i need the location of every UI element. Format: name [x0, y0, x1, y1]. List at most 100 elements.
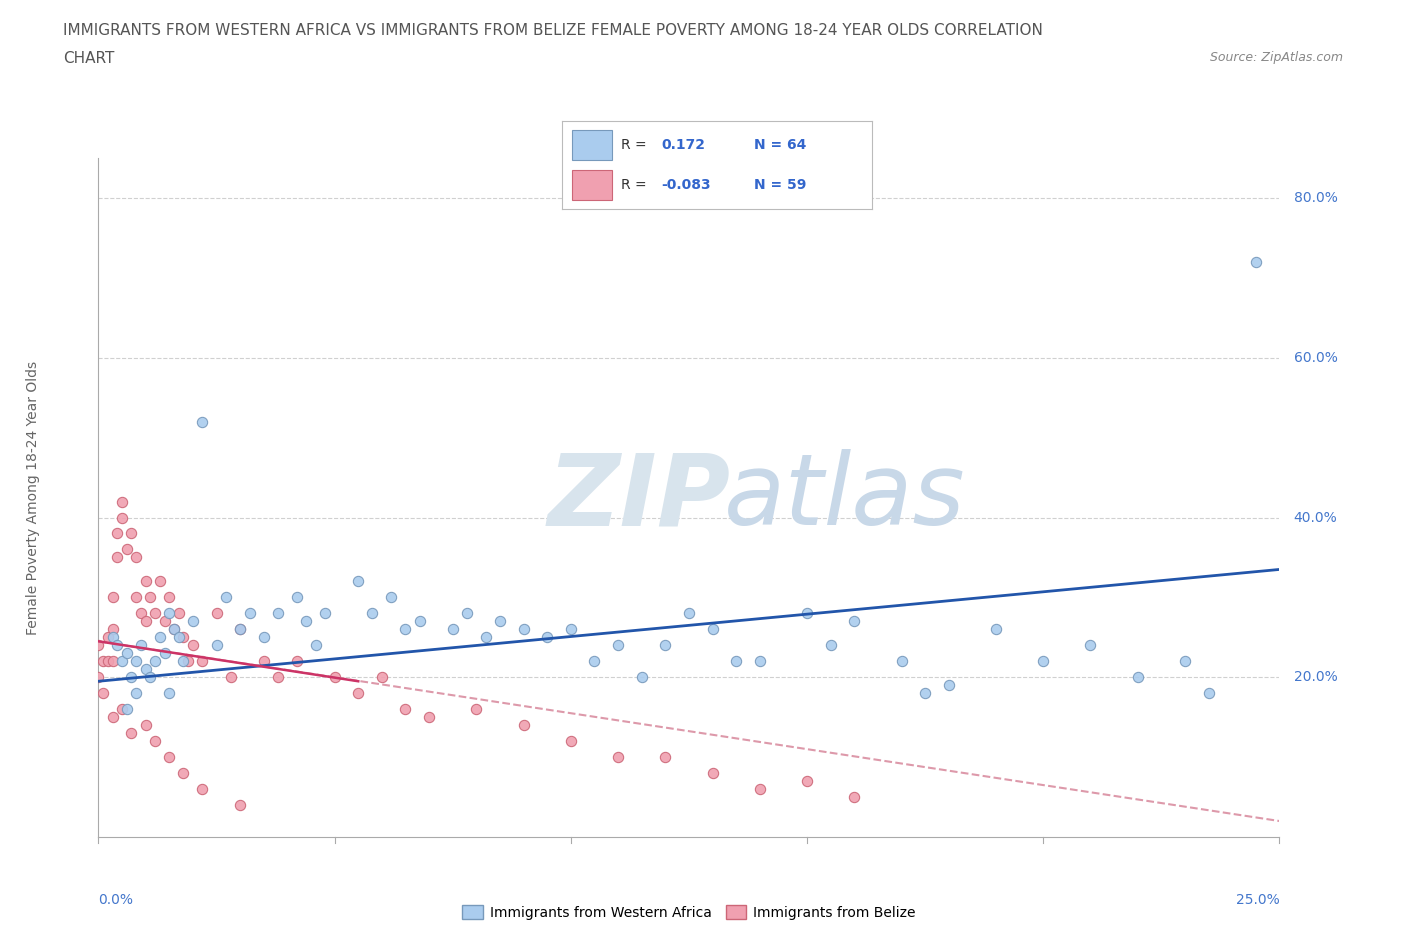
Point	[101, 710, 124, 724]
Point	[111, 654, 134, 669]
Point	[135, 718, 157, 733]
Point	[105, 526, 128, 541]
Point	[323, 670, 346, 684]
Point	[163, 622, 186, 637]
Point	[844, 790, 866, 804]
Point	[87, 670, 110, 684]
Point	[177, 654, 200, 669]
Point	[125, 685, 148, 700]
Point	[143, 654, 166, 669]
Point	[91, 685, 114, 700]
Point	[607, 750, 630, 764]
Point	[1244, 255, 1267, 270]
Text: 25.0%: 25.0%	[1236, 893, 1279, 907]
Point	[149, 630, 172, 644]
Text: 0.172: 0.172	[661, 138, 706, 152]
Point	[181, 614, 204, 629]
Point	[157, 590, 180, 604]
Point	[465, 702, 488, 717]
Point	[139, 670, 162, 684]
Point	[111, 494, 134, 509]
Point	[1032, 654, 1054, 669]
Point	[1174, 654, 1197, 669]
Point	[314, 606, 336, 621]
Point	[654, 750, 676, 764]
Point	[167, 606, 190, 621]
Point	[1080, 638, 1102, 653]
Point	[536, 630, 558, 644]
Point	[418, 710, 440, 724]
Point	[97, 654, 120, 669]
Point	[796, 774, 818, 789]
Text: N = 64: N = 64	[754, 138, 807, 152]
Point	[191, 781, 214, 796]
Text: R =: R =	[621, 138, 651, 152]
Legend: Immigrants from Western Africa, Immigrants from Belize: Immigrants from Western Africa, Immigran…	[457, 899, 921, 925]
Point	[475, 630, 498, 644]
Point	[229, 622, 252, 637]
Point	[105, 638, 128, 653]
Text: Source: ZipAtlas.com: Source: ZipAtlas.com	[1209, 51, 1343, 64]
Point	[129, 638, 152, 653]
Point	[215, 590, 238, 604]
Point	[87, 638, 110, 653]
Point	[181, 638, 204, 653]
Point	[796, 606, 818, 621]
Point	[121, 725, 143, 740]
Text: 60.0%: 60.0%	[1294, 351, 1337, 365]
Point	[560, 622, 582, 637]
Point	[172, 630, 194, 644]
Point	[157, 750, 180, 764]
Bar	[572, 170, 612, 201]
Point	[101, 622, 124, 637]
Point	[91, 654, 114, 669]
Point	[115, 542, 138, 557]
Point	[347, 685, 370, 700]
Point	[654, 638, 676, 653]
Point	[139, 590, 162, 604]
Point	[229, 622, 252, 637]
Point	[129, 606, 152, 621]
Point	[253, 630, 276, 644]
Point	[305, 638, 328, 653]
Point	[101, 590, 124, 604]
Point	[125, 654, 148, 669]
Text: -0.083: -0.083	[661, 179, 711, 193]
Point	[153, 645, 176, 660]
Point	[285, 590, 308, 604]
Point	[267, 606, 290, 621]
Point	[229, 798, 252, 813]
Point	[253, 654, 276, 669]
Text: 40.0%: 40.0%	[1294, 511, 1337, 525]
Text: 0.0%: 0.0%	[98, 893, 134, 907]
Point	[984, 622, 1007, 637]
Point	[191, 654, 214, 669]
Point	[172, 765, 194, 780]
Point	[1198, 685, 1220, 700]
Point	[267, 670, 290, 684]
Point	[125, 590, 148, 604]
Point	[371, 670, 394, 684]
Point	[489, 614, 512, 629]
Point	[163, 622, 186, 637]
Point	[205, 638, 228, 653]
Point	[121, 526, 143, 541]
Bar	[572, 130, 612, 160]
Point	[890, 654, 912, 669]
Point	[135, 614, 157, 629]
Text: IMMIGRANTS FROM WESTERN AFRICA VS IMMIGRANTS FROM BELIZE FEMALE POVERTY AMONG 18: IMMIGRANTS FROM WESTERN AFRICA VS IMMIGR…	[63, 23, 1043, 38]
Point	[702, 622, 724, 637]
Text: ZIP: ZIP	[547, 449, 730, 546]
Point	[512, 622, 534, 637]
Text: R =: R =	[621, 179, 651, 193]
Point	[361, 606, 384, 621]
Point	[143, 734, 166, 749]
Point	[191, 414, 214, 429]
Point	[115, 702, 138, 717]
Point	[157, 606, 180, 621]
Point	[153, 614, 176, 629]
Point	[702, 765, 724, 780]
Point	[101, 654, 124, 669]
Point	[914, 685, 936, 700]
Point	[725, 654, 748, 669]
